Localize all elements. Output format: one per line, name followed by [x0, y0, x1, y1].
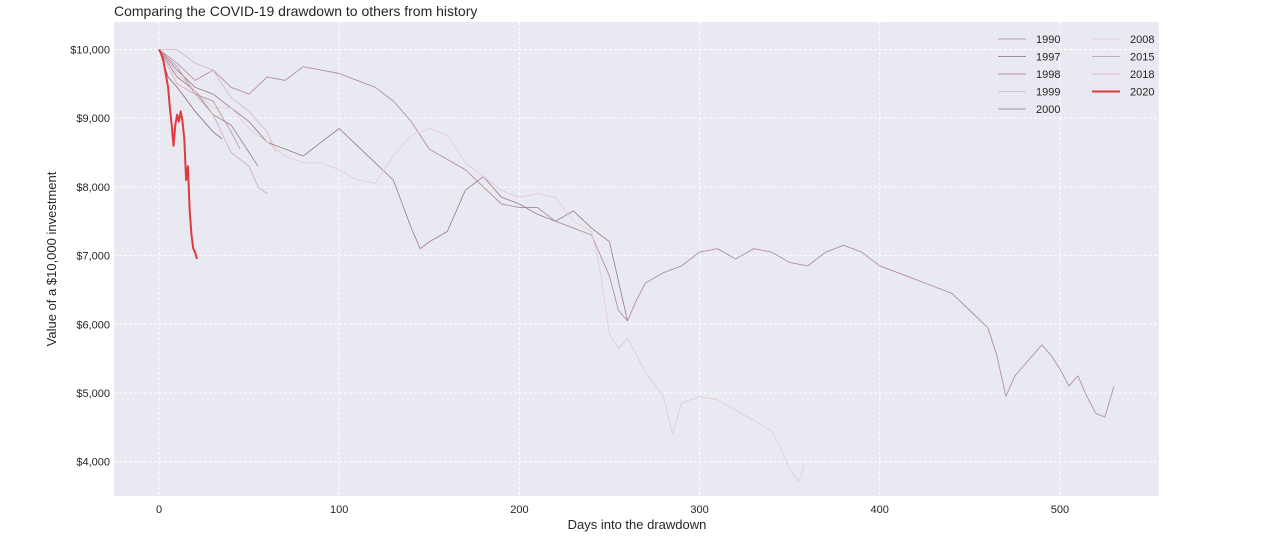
legend-label: 1990: [1036, 34, 1060, 46]
y-tick-labels: $4,000 $5,000 $6,000 $7,000 $8,000 $9,000 $10,…: [70, 44, 110, 468]
y-tick-label: $4,000: [76, 457, 110, 469]
y-tick-label: $7,000: [76, 251, 110, 263]
y-tick-label: $5,000: [76, 388, 110, 400]
legend-label: 1999: [1036, 87, 1060, 99]
legend-label: 1997: [1036, 52, 1060, 64]
y-tick-label: $6,000: [76, 319, 110, 331]
x-tick-label: 400: [871, 504, 889, 516]
x-tick-labels: 0 100 200 300 400 500: [156, 504, 1069, 516]
x-tick-label: 0: [156, 504, 162, 516]
x-axis-label: Days into the drawdown: [568, 517, 707, 532]
plot-area: [114, 22, 1159, 496]
y-tick-label: $8,000: [76, 182, 110, 194]
y-tick-label: $10,000: [70, 44, 110, 56]
x-tick-label: 500: [1051, 504, 1069, 516]
x-tick-label: 100: [330, 504, 348, 516]
legend-label: 2015: [1130, 52, 1154, 64]
legend-label: 2000: [1036, 104, 1060, 116]
x-tick-label: 200: [510, 504, 528, 516]
legend-label: 1998: [1036, 69, 1060, 81]
x-tick-label: 300: [690, 504, 708, 516]
legend-label: 2008: [1130, 34, 1154, 46]
legend-label: 2020: [1130, 87, 1154, 99]
legend-label: 2018: [1130, 69, 1154, 81]
y-tick-label: $9,000: [76, 113, 110, 125]
y-axis-label: Value of a $10,000 investment: [44, 171, 59, 346]
